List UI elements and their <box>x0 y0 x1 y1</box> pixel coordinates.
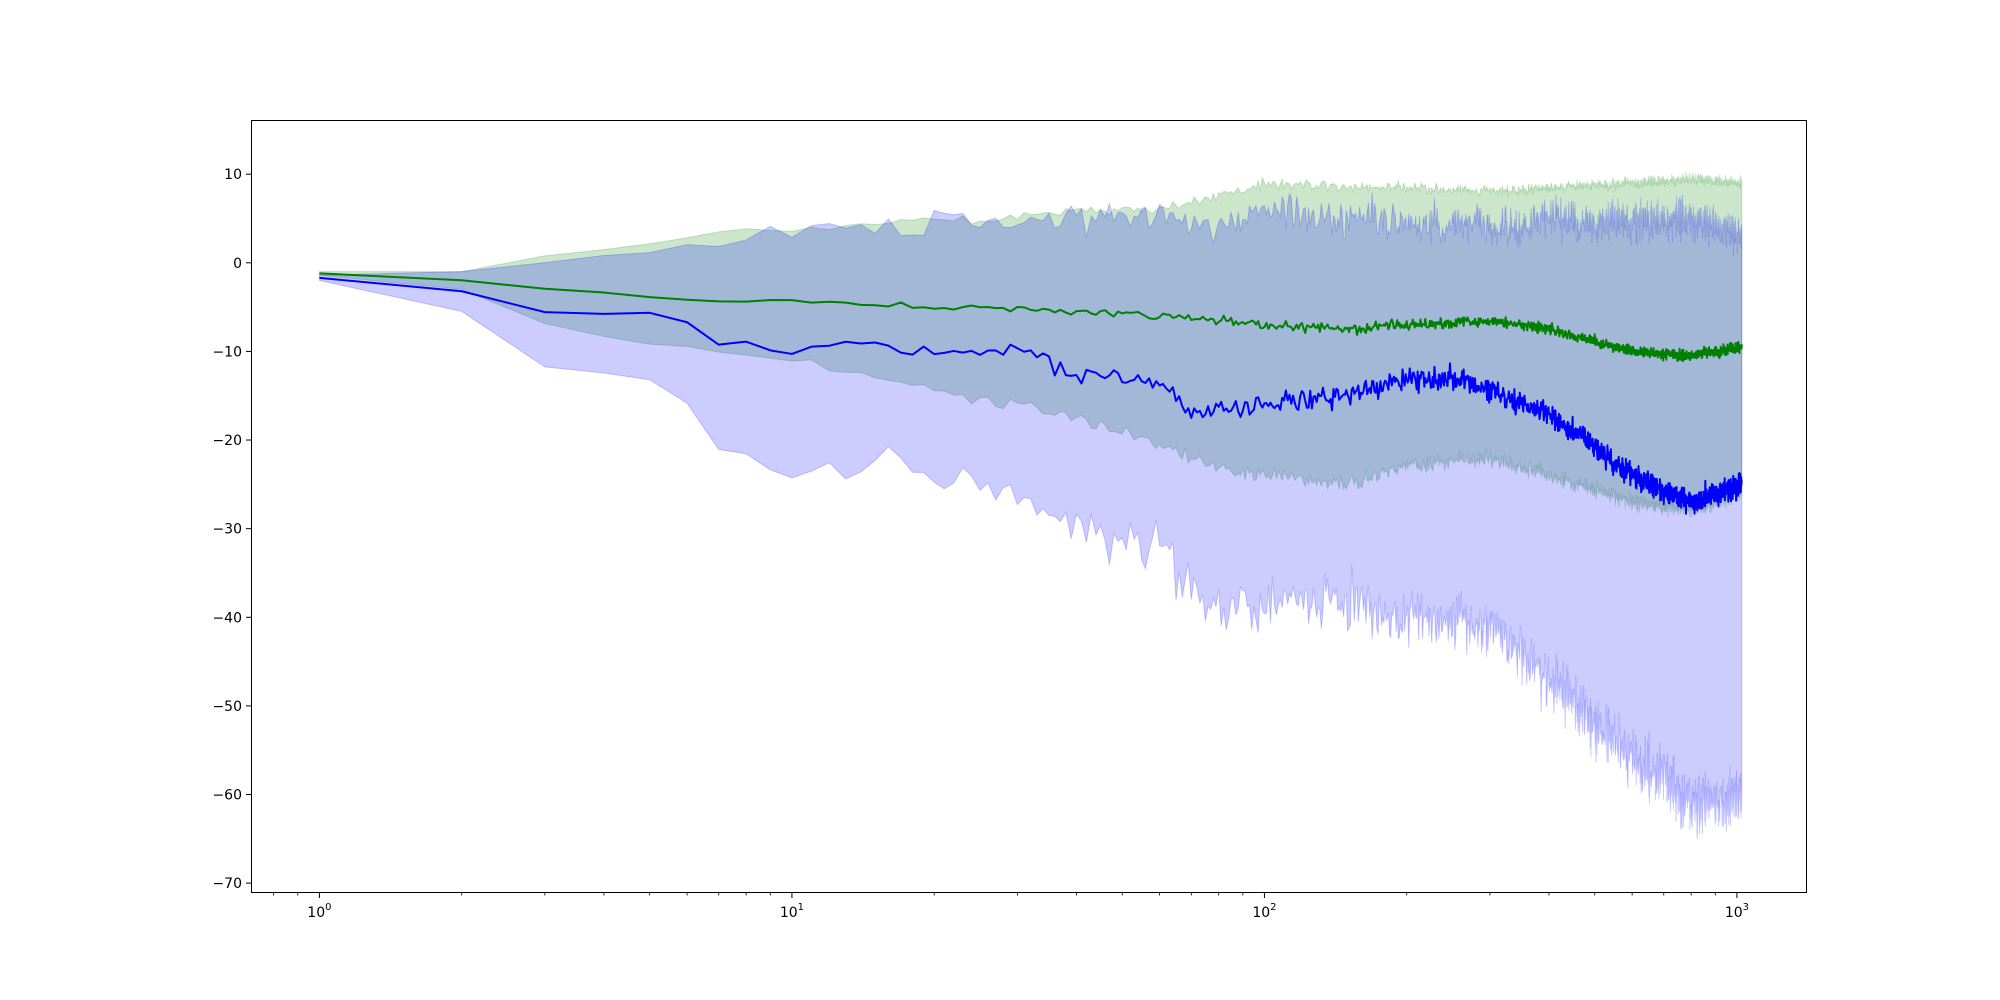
y-tick-label: −50 <box>212 699 242 715</box>
y-tick-label: 10 <box>224 167 242 183</box>
x-tick-label: 100 <box>307 902 331 921</box>
y-tick-label: −30 <box>212 522 242 538</box>
y-tick-label: −70 <box>212 876 242 892</box>
y-tick-label: −20 <box>212 433 242 449</box>
plot-frame <box>251 120 1807 893</box>
series-0-line <box>319 272 1743 363</box>
x-tick-label: 101 <box>780 902 804 921</box>
x-tick-label: 102 <box>1252 902 1276 921</box>
y-tick-label: −60 <box>212 788 242 804</box>
x-tick-label: 103 <box>1725 902 1749 921</box>
plot-area <box>318 171 1743 840</box>
series-1-band <box>318 192 1743 840</box>
series-1-line <box>319 276 1743 515</box>
y-tick-label: −40 <box>212 610 242 626</box>
y-tick-label: −10 <box>212 344 242 360</box>
y-tick-label: 0 <box>233 256 242 272</box>
series-0-band <box>318 171 1743 518</box>
